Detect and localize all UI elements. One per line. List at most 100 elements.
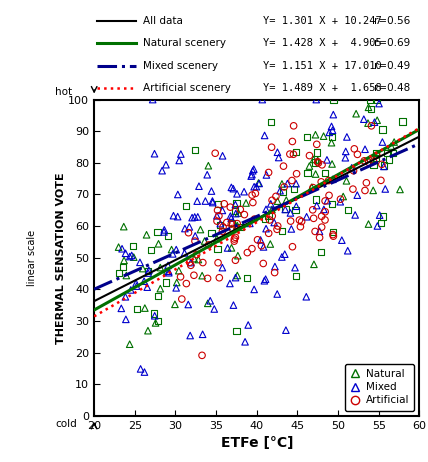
Point (261, 132, 268, 139)
Point (232, 234, 239, 241)
Point (231, 237, 238, 245)
Point (281, 183, 288, 191)
Point (249, 191, 256, 199)
Point (226, 280, 233, 287)
Point (137, 259, 143, 266)
Point (329, 134, 336, 141)
Point (374, 116, 380, 124)
Point (325, 177, 332, 184)
Point (249, 245, 256, 252)
Point (275, 154, 282, 161)
Point (292, 207, 299, 214)
Point (258, 242, 265, 249)
Point (202, 197, 209, 205)
Point (251, 183, 258, 190)
Point (330, 176, 336, 183)
Point (308, 183, 315, 191)
Point (289, 243, 296, 250)
Point (232, 210, 239, 217)
Point (280, 163, 287, 170)
Point (379, 126, 386, 133)
Point (217, 220, 224, 227)
Point (374, 222, 381, 230)
Point (309, 206, 316, 213)
Point (373, 152, 380, 159)
Point (178, 295, 185, 303)
Point (234, 222, 241, 229)
Text: Natural scenery: Natural scenery (143, 38, 226, 48)
Point (128, 286, 134, 294)
Point (244, 249, 251, 256)
Point (289, 138, 296, 145)
Point (263, 206, 270, 213)
Point (190, 272, 197, 279)
Point (310, 215, 317, 222)
Point (187, 332, 193, 339)
Point (268, 118, 274, 126)
Point (350, 167, 357, 175)
Point (144, 267, 151, 274)
Point (350, 185, 357, 193)
Text: Y= 1.301 X + 10.247: Y= 1.301 X + 10.247 (263, 16, 382, 25)
Point (154, 317, 161, 324)
Point (157, 264, 164, 271)
Point (254, 236, 261, 243)
Point (282, 205, 289, 213)
Point (161, 226, 168, 234)
Point (368, 122, 375, 129)
Point (228, 184, 235, 191)
Point (314, 158, 321, 165)
Point (122, 316, 129, 323)
Point (261, 277, 268, 285)
Point (228, 220, 235, 228)
Point (155, 292, 162, 299)
Point (313, 202, 320, 209)
Point (195, 256, 202, 263)
Point (371, 119, 378, 126)
Point (293, 170, 300, 177)
Point (318, 161, 325, 169)
Point (173, 279, 180, 286)
Point (380, 163, 387, 170)
Point (382, 185, 389, 193)
Point (231, 235, 238, 243)
Point (235, 252, 241, 259)
Point (120, 263, 127, 271)
Text: Artificial scenery: Artificial scenery (143, 83, 231, 93)
Point (293, 202, 300, 210)
Point (326, 192, 333, 199)
Point (141, 278, 148, 285)
Point (126, 340, 133, 348)
Point (284, 180, 291, 187)
Point (274, 222, 281, 230)
Point (197, 226, 204, 233)
Point (241, 211, 248, 219)
Point (234, 225, 241, 232)
Point (122, 293, 129, 300)
Point (194, 213, 201, 220)
Point (242, 338, 249, 346)
Point (271, 219, 278, 226)
Point (296, 216, 303, 224)
Point (243, 274, 250, 281)
Point (268, 200, 274, 207)
Point (252, 190, 259, 197)
Point (321, 206, 327, 213)
Point (329, 160, 336, 168)
Point (233, 328, 240, 335)
Point (280, 188, 287, 196)
Point (145, 269, 152, 277)
Point (169, 250, 176, 258)
Point (273, 225, 280, 233)
Point (175, 267, 182, 274)
Point (378, 161, 385, 168)
Point (219, 207, 226, 214)
Point (291, 185, 297, 193)
Point (227, 213, 234, 220)
Point (372, 154, 379, 162)
Point (230, 185, 237, 192)
Point (119, 245, 125, 252)
Point (170, 212, 177, 219)
Point (141, 304, 148, 312)
Point (330, 96, 337, 103)
